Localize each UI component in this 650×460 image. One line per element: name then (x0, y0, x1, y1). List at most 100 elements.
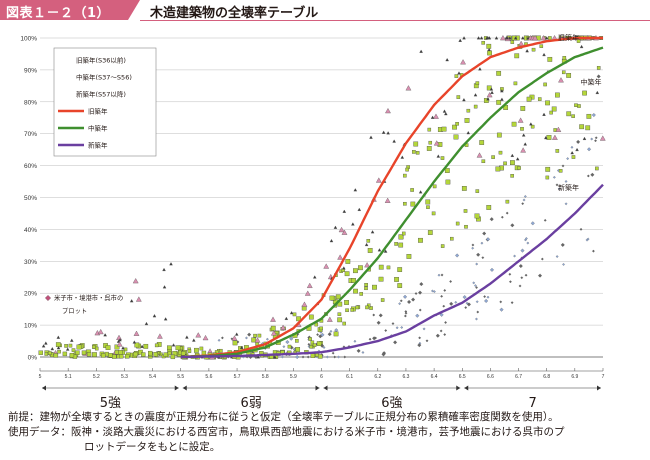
y-tick-label: 0% (28, 355, 38, 362)
scatter-point-new (417, 343, 422, 348)
scatter-point-mid (474, 213, 480, 219)
scatter-point-new (590, 137, 594, 141)
scatter-point-mid (531, 47, 536, 52)
scatter-point-old (207, 348, 213, 354)
scatter-point-old (304, 290, 311, 296)
scatter-point-old (342, 209, 347, 213)
y-tick-label: 10% (24, 323, 37, 330)
scatter-point-new (247, 332, 252, 337)
scatter-point-old (377, 248, 382, 252)
scatter-point-mid (403, 173, 407, 178)
scatter-point-mid-baseline (310, 353, 316, 358)
intensity-band-arrowhead-left (182, 385, 187, 391)
scatter-point-new (353, 339, 357, 343)
intensity-band-arrowhead-left (42, 385, 46, 391)
scatter-point-mid-baseline (201, 350, 207, 356)
scatter-point-new (282, 345, 286, 349)
scatter-point-mid (335, 294, 341, 300)
scatter-point-mid (555, 149, 560, 153)
scatter-point-new (530, 221, 535, 226)
scatter-point-mid (369, 306, 373, 310)
x-tick-label: 7 (602, 374, 605, 380)
scatter-point-mid (481, 159, 486, 164)
scatter-point-mid (92, 345, 96, 349)
scatter-point-mid (316, 341, 322, 346)
scatter-point-mid (194, 347, 199, 353)
scatter-point-old (489, 87, 494, 91)
scatter-point-mid (71, 348, 76, 352)
scatter-point-new (329, 329, 333, 333)
scatter-point-new (562, 263, 565, 266)
scatter-point-mid (577, 104, 581, 108)
scatter-point-old (505, 36, 510, 40)
scatter-point-new (475, 286, 478, 289)
scatter-point-mid (566, 111, 572, 117)
scatter-point-old (280, 324, 286, 330)
scatter-point-mid-baseline (101, 353, 106, 358)
x-tick-label: 5.9 (290, 374, 297, 380)
scatter-point-old (162, 285, 167, 289)
scatter-point-old (490, 90, 494, 94)
curve-new (180, 183, 604, 359)
scatter-point-new (393, 340, 398, 345)
scatter-point-mid (483, 98, 489, 103)
scatter-point-mid (406, 254, 412, 259)
scatter-point-old (50, 346, 55, 351)
scatter-point-mid (455, 221, 460, 226)
scatter-point-mid (55, 342, 61, 348)
scatter-point-mid (464, 118, 470, 123)
scatter-point-old (306, 282, 313, 288)
scatter-point-old (56, 345, 61, 350)
scatter-point-new (586, 174, 590, 178)
scatter-point-old (364, 242, 369, 247)
scatter-point-mid-baseline (108, 353, 113, 358)
scatter-point-new (443, 288, 447, 292)
x-tick-label: 6 (320, 374, 323, 380)
scatter-point-new (596, 74, 601, 79)
scatter-point-mid (431, 211, 436, 216)
scatter-point-mid (486, 205, 492, 210)
scatter-point-new (403, 294, 408, 299)
scatter-point-old (542, 52, 546, 57)
scatter-point-old (338, 226, 345, 233)
scatter-point-mid (491, 155, 495, 159)
scatter-point-mid (418, 237, 423, 243)
scatter-point-old (458, 38, 462, 42)
scatter-point-new (419, 282, 424, 287)
scatter-point-mid-baseline (81, 350, 87, 355)
scatter-point-mid (427, 230, 433, 235)
scatter-point-old (121, 346, 125, 350)
scatter-point-new (439, 329, 443, 333)
scatter-point-old (479, 36, 484, 40)
scatter-point-mid (253, 333, 257, 338)
scatter-point-mid (295, 347, 301, 352)
scatter-point-old (329, 238, 334, 243)
scatter-point-new (513, 254, 516, 258)
header-rule (140, 20, 650, 21)
scatter-point-old (500, 35, 506, 41)
scatter-point-mid (380, 298, 385, 302)
extra-legend-marker (44, 294, 52, 302)
scatter-point-old (384, 197, 391, 203)
scatter-point-new (361, 351, 365, 354)
scatter-point-old (405, 85, 412, 91)
scatter-point-mid (503, 161, 507, 166)
scatter-point-mid (76, 344, 82, 350)
scatter-point-old (133, 330, 140, 336)
scatter-point-new (399, 299, 403, 303)
scatter-point-old (342, 266, 346, 270)
curve-old (180, 36, 603, 359)
scatter-point-old (529, 122, 533, 126)
scatter-point-mid (425, 199, 431, 205)
scatter-point-mid (440, 156, 445, 160)
scatter-point-mid-baseline (38, 350, 43, 355)
scatter-point-mid (426, 205, 430, 209)
curve-label: 新築年 (558, 183, 579, 192)
scatter-point-mid (167, 351, 172, 356)
scatter-point-mid (517, 166, 521, 170)
scatter-point-new (526, 241, 530, 245)
scatter-point-mid (372, 284, 377, 290)
scatter-point-old (301, 301, 308, 307)
y-tick-label: 50% (24, 195, 37, 202)
scatter-point-old (525, 49, 529, 53)
